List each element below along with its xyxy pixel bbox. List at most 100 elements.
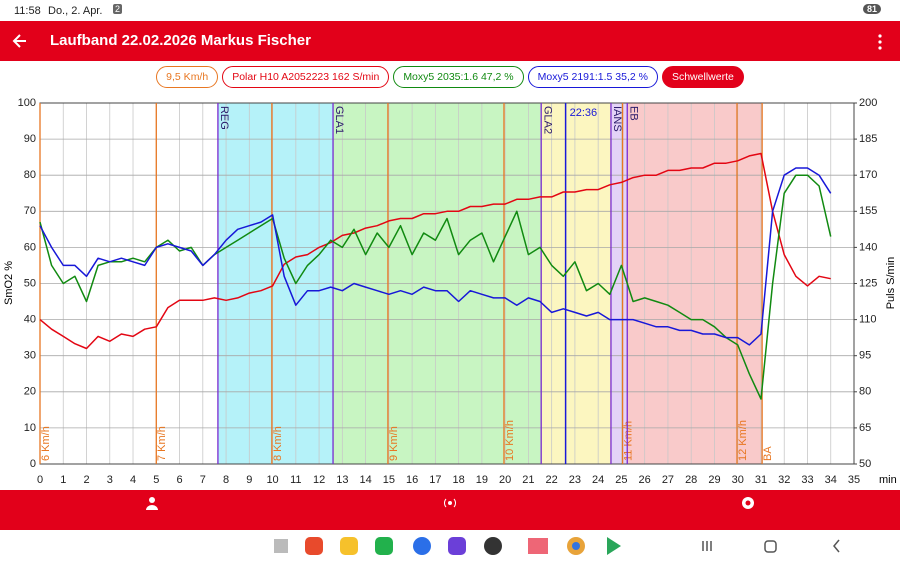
- notification-badge: 2: [113, 4, 123, 14]
- x-tick-label: 23: [569, 474, 581, 486]
- x-tick-label: 1: [60, 474, 66, 486]
- y-tick-label: 20: [24, 386, 36, 398]
- x-tick-label: 35: [848, 474, 860, 486]
- x-tick-label: 28: [685, 474, 697, 486]
- x-tick-label: 10: [266, 474, 278, 486]
- legend: 9,5 Km/h Polar H10 A2052223 162 S/min Mo…: [0, 66, 900, 88]
- x-tick-label: 26: [639, 474, 651, 486]
- speed-label: 8 Km/h: [272, 426, 284, 461]
- x-tick-label: 33: [801, 474, 813, 486]
- x-tick-label: 6: [176, 474, 182, 486]
- app-title: Laufband 22.02.2026 Markus Fischer: [50, 32, 311, 49]
- y-tick-label: 70: [24, 205, 36, 217]
- x-tick-label: 24: [592, 474, 604, 486]
- legend-entry[interactable]: Moxy5 2191:1.5 35,2 %: [527, 66, 658, 88]
- speed-label: BA: [762, 446, 774, 461]
- x-axis-title: min: [879, 474, 897, 486]
- y2-axis-title: Puls S/min: [885, 257, 897, 310]
- y-tick-label: 40: [24, 314, 36, 326]
- x-tick-label: 3: [107, 474, 113, 486]
- x-tick-label: 17: [429, 474, 441, 486]
- x-tick-label: 29: [708, 474, 720, 486]
- y2-tick-label: 170: [859, 169, 877, 181]
- x-tick-label: 2: [83, 474, 89, 486]
- y2-tick-label: 65: [859, 422, 871, 434]
- x-tick-label: 27: [662, 474, 674, 486]
- settings-icon: [742, 497, 754, 509]
- y-tick-label: 90: [24, 133, 36, 145]
- back-button[interactable]: [10, 31, 30, 51]
- menu-button[interactable]: [877, 34, 883, 50]
- y-tick-label: 100: [18, 97, 36, 109]
- x-tick-label: 14: [359, 474, 371, 486]
- speed-label: 11 Km/h: [622, 421, 634, 461]
- threshold-label: EB: [627, 106, 639, 121]
- persons-icon: [146, 497, 158, 510]
- x-tick-label: 9: [246, 474, 252, 486]
- date: Do., 2. Apr.: [48, 5, 103, 17]
- y-tick-label: 60: [24, 241, 36, 253]
- x-tick-label: 18: [453, 474, 465, 486]
- x-tick-label: 5: [153, 474, 159, 486]
- app-bar: Laufband 22.02.2026 Markus Fischer: [0, 21, 900, 61]
- x-tick-label: 8: [223, 474, 229, 486]
- series-line: [39, 174, 832, 400]
- y2-tick-label: 185: [859, 133, 877, 145]
- x-tick-label: 12: [313, 474, 325, 486]
- x-tick-label: 16: [406, 474, 418, 486]
- series-line: [39, 167, 832, 346]
- y2-tick-label: 95: [859, 350, 871, 362]
- x-tick-label: 34: [825, 474, 837, 486]
- threshold-label: GLA1: [333, 106, 345, 134]
- speed-label: 12 Km/h: [737, 420, 749, 461]
- speed-chip[interactable]: 9,5 Km/h: [156, 66, 219, 88]
- y-tick-label: 0: [30, 458, 36, 470]
- x-tick-label: 21: [522, 474, 534, 486]
- y-tick-label: 50: [24, 277, 36, 289]
- series-line: [39, 152, 831, 350]
- y2-tick-label: 80: [859, 386, 871, 398]
- speed-label: 7 Km/h: [156, 426, 168, 461]
- y2-tick-label: 140: [859, 241, 877, 253]
- x-tick-label: 31: [755, 474, 767, 486]
- y-tick-label: 10: [24, 422, 36, 434]
- x-tick-label: 7: [200, 474, 206, 486]
- system-nav: [274, 537, 840, 555]
- x-tick-label: 4: [130, 474, 136, 486]
- y-axis-title: SmO2 %: [3, 261, 15, 305]
- legend-entry[interactable]: Moxy5 2035:1.6 47,2 %: [393, 66, 524, 88]
- time-label: 22:36: [570, 107, 598, 119]
- bottom-nav: [0, 490, 900, 530]
- system-buttons: [702, 539, 840, 553]
- clock: 11:58: [14, 5, 41, 17]
- y2-tick-label: 50: [859, 458, 871, 470]
- x-tick-label: 30: [732, 474, 744, 486]
- sensors-icon: [444, 498, 456, 508]
- speed-label: 10 Km/h: [504, 420, 516, 461]
- x-tick-label: 22: [546, 474, 558, 486]
- y-tick-label: 80: [24, 169, 36, 181]
- x-tick-label: 13: [336, 474, 348, 486]
- app-dock: [274, 537, 621, 555]
- y2-tick-label: 125: [859, 277, 877, 289]
- speed-label: 6 Km/h: [40, 426, 52, 461]
- x-tick-label: 20: [499, 474, 511, 486]
- status-bar: 11:58 Do., 2. Apr. 2 81: [0, 0, 900, 21]
- threshold-chip[interactable]: Schwellwerte: [661, 66, 744, 88]
- x-tick-label: 0: [37, 474, 43, 486]
- x-tick-label: 25: [615, 474, 627, 486]
- x-tick-label: 11: [290, 474, 301, 486]
- threshold-label: IANS: [611, 106, 623, 132]
- y2-tick-label: 200: [859, 97, 877, 109]
- threshold-label: REG: [218, 106, 230, 130]
- threshold-label: GLA2: [541, 106, 553, 134]
- chart: SmO2 % Puls S/min min 0 1 2 3 4 5 6 7 8 9 10 11 12 13…: [3, 97, 897, 486]
- speed-label: 9 Km/h: [388, 426, 400, 461]
- battery: 81: [863, 4, 882, 14]
- x-tick-label: 19: [476, 474, 488, 486]
- legend-entry[interactable]: Polar H10 A2052223 162 S/min: [222, 66, 390, 88]
- x-tick-label: 15: [383, 474, 395, 486]
- x-tick-label: 32: [778, 474, 790, 486]
- y2-tick-label: 110: [859, 314, 877, 326]
